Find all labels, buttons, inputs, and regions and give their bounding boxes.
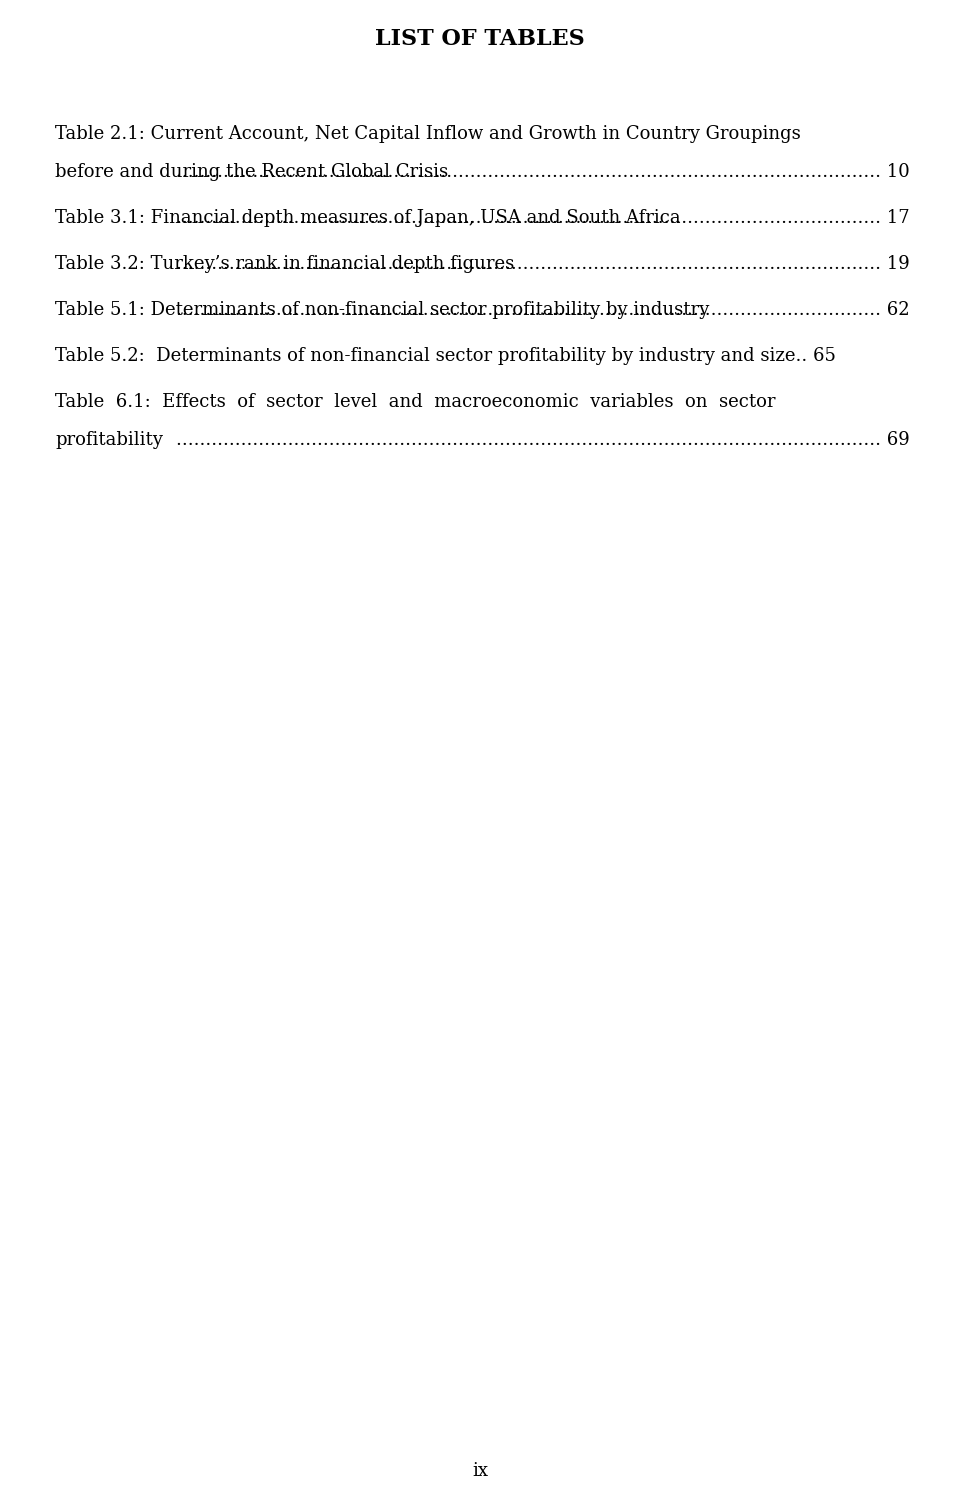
Text: profitability: profitability bbox=[55, 430, 163, 448]
Text: Table  6.1:  Effects  of  sector  level  and  macroeconomic  variables  on  sect: Table 6.1: Effects of sector level and m… bbox=[55, 393, 776, 411]
Text: ................................................................................: ........................................… bbox=[177, 164, 910, 182]
Text: before and during the Recent Global Crisis: before and during the Recent Global Cris… bbox=[55, 164, 448, 182]
Text: ix: ix bbox=[472, 1462, 488, 1480]
Text: Table 2.1: Current Account, Net Capital Inflow and Growth in Country Groupings: Table 2.1: Current Account, Net Capital … bbox=[55, 124, 801, 142]
Text: ................................................................................: ........................................… bbox=[177, 209, 910, 226]
Text: ................................................................................: ........................................… bbox=[177, 430, 910, 448]
Text: ................................................................................: ........................................… bbox=[177, 302, 910, 320]
Text: Table 3.2: Turkey’s rank in financial depth figures: Table 3.2: Turkey’s rank in financial de… bbox=[55, 255, 515, 273]
Text: LIST OF TABLES: LIST OF TABLES bbox=[375, 28, 585, 50]
Text: Table 5.1: Determinants of non-financial sector profitability by industry: Table 5.1: Determinants of non-financial… bbox=[55, 302, 709, 320]
Text: Table 5.2:  Determinants of non-financial sector profitability by industry and s: Table 5.2: Determinants of non-financial… bbox=[55, 346, 836, 364]
Text: Table 3.1: Financial depth measures of Japan, USA and South Africa: Table 3.1: Financial depth measures of J… bbox=[55, 209, 681, 226]
Text: ................................................................................: ........................................… bbox=[177, 255, 910, 273]
